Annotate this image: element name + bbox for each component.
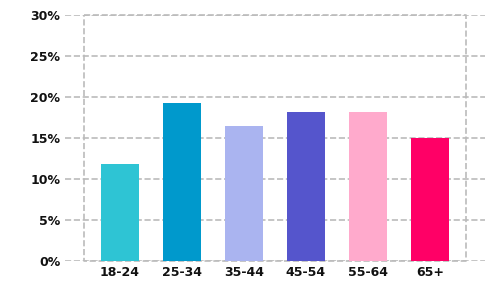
Bar [226, 126, 262, 261]
Bar [164, 103, 200, 261]
Bar [288, 112, 325, 261]
Bar [102, 164, 138, 261]
Bar [350, 112, 387, 261]
Bar [412, 138, 449, 261]
